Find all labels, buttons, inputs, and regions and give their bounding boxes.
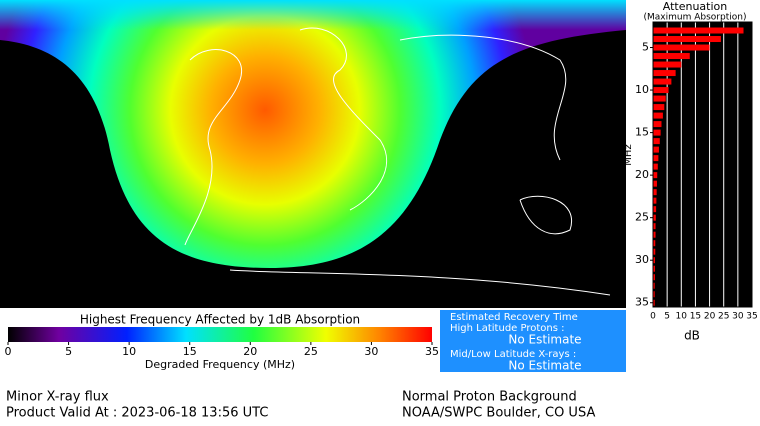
bar (653, 95, 666, 102)
y-tick-label: 35 (635, 296, 649, 309)
bar (653, 163, 658, 170)
colorbar (8, 327, 432, 342)
x-tick-label: 30 (732, 312, 744, 322)
daylight-region (0, 0, 626, 268)
bar (653, 36, 721, 43)
colorbar-title: Highest Frequency Affected by 1dB Absorp… (80, 313, 360, 327)
colorbar-tick-label: 25 (304, 345, 318, 358)
y-tick-label: 15 (635, 126, 649, 139)
bar (653, 87, 669, 94)
x-tick-label: 5 (664, 312, 670, 322)
x-tick-label: 20 (704, 312, 716, 322)
bar (653, 27, 744, 34)
footer-text: Normal Proton Background (402, 390, 577, 405)
bar (653, 299, 655, 306)
bar (653, 104, 665, 111)
y-tick-label: 25 (635, 211, 649, 224)
bar (653, 172, 658, 179)
bar (653, 78, 672, 85)
bar (653, 231, 656, 238)
colorbar-tick-label: 15 (183, 345, 197, 358)
bar (653, 291, 655, 298)
colorbar-tick-label: 5 (65, 345, 72, 358)
y-tick-label: 10 (635, 83, 649, 96)
colorbar-tick-label: 0 (5, 345, 12, 358)
plot-frame (652, 21, 753, 308)
bar (653, 70, 676, 77)
x-tick-label: 35 (746, 312, 757, 322)
coastlines (184, 27, 611, 296)
info-title: Estimated Recovery Time (450, 312, 578, 323)
info-value: No Estimate (508, 359, 581, 373)
bar (653, 155, 659, 162)
x-axis-label: dB (684, 329, 700, 343)
y-axis-label: MHz (623, 144, 634, 165)
bar (653, 274, 655, 281)
bar (653, 214, 656, 221)
y-tick-label: 20 (635, 168, 649, 181)
chart-title: Attenuation (663, 0, 728, 13)
bar (653, 189, 657, 196)
bar (653, 53, 690, 60)
footer-text: NOAA/SWPC Boulder, CO USA (402, 406, 595, 421)
footer-text: Minor X-ray flux (6, 390, 109, 405)
colorbar-tick-label: 35 (425, 345, 439, 358)
x-tick-label: 0 (650, 312, 656, 322)
y-tick-label: 5 (642, 41, 649, 54)
info-box (440, 310, 626, 372)
bar (653, 206, 657, 213)
colorbar-tick-label: 10 (122, 345, 136, 358)
x-tick-label: 25 (718, 312, 729, 322)
bar (653, 61, 682, 68)
bar (653, 180, 657, 187)
bar (653, 223, 656, 230)
bar (653, 138, 660, 145)
bar (653, 112, 663, 119)
bar (653, 248, 656, 255)
bar (653, 240, 656, 247)
colorbar-tick-label: 20 (243, 345, 257, 358)
x-tick-label: 10 (676, 312, 688, 322)
bar (653, 265, 655, 272)
polar-band (0, 0, 626, 30)
footer-text: Product Valid At : 2023-06-18 13:56 UTC (6, 406, 268, 421)
info-value: No Estimate (508, 333, 581, 347)
bar (653, 257, 655, 264)
bar (653, 282, 655, 289)
colorbar-tick-label: 30 (364, 345, 378, 358)
bar (653, 197, 657, 204)
bar (653, 121, 662, 128)
x-tick-label: 15 (690, 312, 701, 322)
info-label: Mid/Low Latitude X-rays : (450, 349, 576, 360)
bar (653, 146, 659, 153)
plot-area (653, 22, 752, 307)
colorbar-label: Degraded Frequency (MHz) (145, 358, 295, 371)
bar (653, 44, 710, 51)
info-label: High Latitude Protons : (450, 323, 565, 334)
y-tick-label: 30 (635, 253, 649, 266)
chart-subtitle: (Maximum Absorption) (644, 13, 747, 23)
bar (653, 129, 661, 136)
